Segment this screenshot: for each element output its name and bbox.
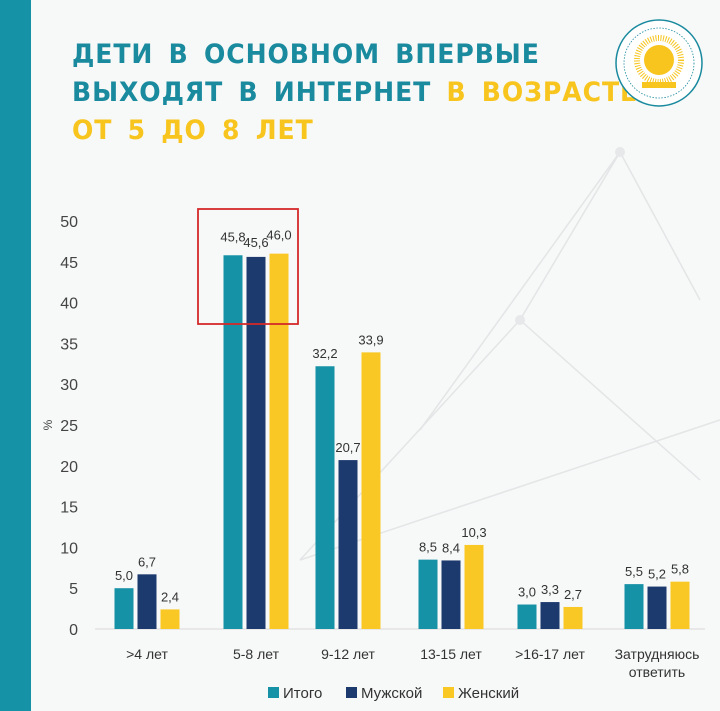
- background-network-line: [419, 151, 621, 431]
- x-tick-label-line2: ответить: [629, 664, 685, 680]
- data-label: 6,7: [138, 554, 156, 569]
- y-tick-label: 25: [60, 418, 78, 435]
- data-label: 5,8: [671, 562, 689, 577]
- data-label: 8,5: [419, 540, 437, 555]
- bar-Итого-Затрудняюсь ответить: [624, 584, 644, 629]
- x-tick-label: 9-12 лет: [321, 646, 375, 662]
- data-label: 5,5: [625, 564, 643, 579]
- data-label: 5,0: [115, 568, 133, 583]
- data-label: 8,4: [442, 540, 460, 555]
- y-tick-label: 5: [69, 581, 78, 598]
- legend-label: Итого: [283, 685, 322, 702]
- background-node: [515, 315, 525, 325]
- bar-Итого-9-12 лет: [315, 366, 335, 629]
- bar-Женский->4 лет: [160, 609, 180, 629]
- highlight-box: [197, 208, 299, 325]
- data-label: 20,7: [335, 440, 360, 455]
- legend-swatch: [346, 687, 357, 698]
- y-tick-label: 20: [60, 459, 78, 476]
- title-line-1: ДЕТИ В ОСНОВНОМ ВПЕРВЫЕ: [72, 39, 540, 70]
- bar-Мужской-5-8 лет: [246, 256, 266, 629]
- x-tick-label: >4 лет: [126, 646, 168, 662]
- bar-Итого-5-8 лет: [223, 255, 243, 629]
- y-tick-label: 50: [60, 214, 78, 231]
- y-tick-label: 0: [69, 622, 78, 639]
- bar-Женский-13-15 лет: [464, 544, 484, 629]
- y-axis-label: %: [41, 419, 55, 430]
- data-label: 45,6: [243, 235, 268, 250]
- data-label: 5,2: [648, 567, 666, 582]
- background-network-line: [619, 151, 701, 301]
- title-line-2b: В ВОЗРАСТЕ: [446, 77, 639, 108]
- bar-Мужской->4 лет: [137, 574, 157, 629]
- bar-Мужской-9-12 лет: [338, 460, 358, 629]
- data-label: 3,3: [541, 582, 559, 597]
- title-line-2a: ВЫХОДЯТ В ИНТЕРНЕТ: [72, 77, 432, 108]
- background-network-line: [519, 151, 621, 321]
- x-tick-label: 5-8 лет: [233, 646, 280, 662]
- legend-swatch: [268, 687, 279, 698]
- data-label: 2,7: [564, 587, 582, 602]
- title-line-3: ОТ 5 ДО 8 ЛЕТ: [72, 115, 314, 146]
- y-tick-label: 35: [60, 336, 78, 353]
- bar-Итого-13-15 лет: [418, 559, 438, 629]
- bar-Итого->4 лет: [114, 588, 134, 629]
- data-label: 45,8: [220, 229, 245, 244]
- bar-Мужской->16-17 лет: [540, 602, 560, 629]
- y-tick-label: 40: [60, 296, 78, 313]
- x-tick-label: 13-15 лет: [420, 646, 482, 662]
- y-tick-label: 10: [60, 540, 78, 557]
- y-tick-label: 45: [60, 255, 78, 272]
- left-accent-bar: [0, 0, 31, 711]
- organization-seal-logo: [615, 19, 703, 107]
- data-label: 33,9: [358, 332, 383, 347]
- data-label: 3,0: [518, 585, 536, 600]
- bar-Итого->16-17 лет: [517, 604, 537, 629]
- bar-Мужской-13-15 лет: [441, 560, 461, 629]
- bar-Женский-5-8 лет: [269, 253, 289, 629]
- x-tick-label: >16-17 лет: [515, 646, 585, 662]
- data-label: 32,2: [312, 346, 337, 361]
- y-tick-label: 15: [60, 500, 78, 517]
- bar-Женский-Затрудняюсь ответить: [670, 581, 690, 629]
- page-title: ДЕТИ В ОСНОВНОМ ВПЕРВЫЕ ВЫХОДЯТ В ИНТЕРН…: [72, 36, 638, 150]
- background-network-line: [299, 319, 521, 561]
- legend-label: Женский: [458, 685, 519, 702]
- legend-swatch: [443, 687, 454, 698]
- background-network-line: [519, 319, 701, 481]
- data-label: 46,0: [266, 228, 291, 243]
- data-label: 10,3: [461, 525, 486, 540]
- x-tick-label: Затрудняюсь: [615, 646, 700, 662]
- bar-Женский->16-17 лет: [563, 606, 583, 629]
- bar-Мужской-Затрудняюсь ответить: [647, 586, 667, 629]
- bar-Женский-9-12 лет: [361, 352, 381, 629]
- legend-label: Мужской: [361, 685, 422, 702]
- data-label: 2,4: [161, 589, 179, 604]
- y-tick-label: 30: [60, 377, 78, 394]
- background-node: [615, 147, 625, 157]
